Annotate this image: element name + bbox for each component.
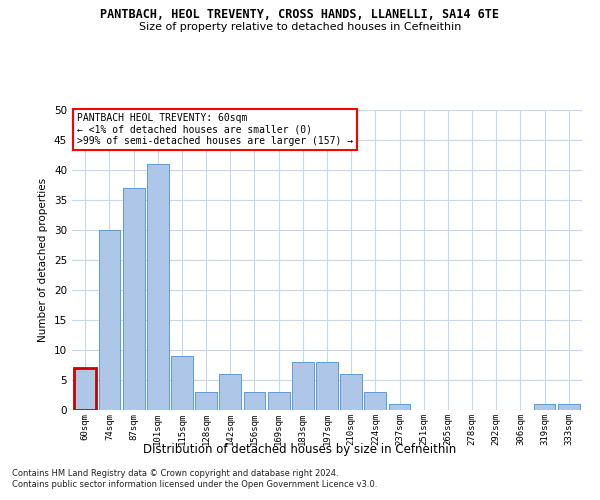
Text: Size of property relative to detached houses in Cefneithin: Size of property relative to detached ho… [139,22,461,32]
Bar [147,164,169,410]
Bar [340,374,362,410]
Bar [244,392,265,410]
Text: PANTBACH, HEOL TREVENTY, CROSS HANDS, LLANELLI, SA14 6TE: PANTBACH, HEOL TREVENTY, CROSS HANDS, LL… [101,8,499,20]
Bar [220,374,241,410]
Bar [268,392,290,410]
Bar [558,404,580,410]
Text: Distribution of detached houses by size in Cefneithin: Distribution of detached houses by size … [143,442,457,456]
Text: Contains public sector information licensed under the Open Government Licence v3: Contains public sector information licen… [12,480,377,489]
Text: Contains HM Land Registry data © Crown copyright and database right 2024.: Contains HM Land Registry data © Crown c… [12,468,338,477]
Bar [98,230,121,410]
Bar [74,368,96,410]
Bar [364,392,386,410]
Bar [292,362,314,410]
Bar [389,404,410,410]
Bar [171,356,193,410]
Bar [316,362,338,410]
Bar [195,392,217,410]
Bar [533,404,556,410]
Bar [123,188,145,410]
Text: PANTBACH HEOL TREVENTY: 60sqm
← <1% of detached houses are smaller (0)
>99% of s: PANTBACH HEOL TREVENTY: 60sqm ← <1% of d… [77,113,353,146]
Y-axis label: Number of detached properties: Number of detached properties [38,178,49,342]
